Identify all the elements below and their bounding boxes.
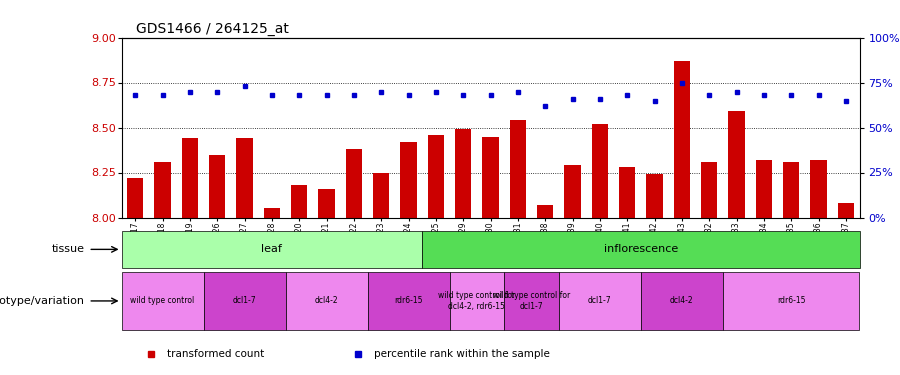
Bar <box>482 136 499 218</box>
Bar <box>728 111 744 218</box>
Bar <box>122 272 203 330</box>
Text: dcl4-2: dcl4-2 <box>670 296 694 305</box>
Bar <box>641 272 723 330</box>
Bar <box>400 142 417 218</box>
Text: leaf: leaf <box>261 244 283 254</box>
Bar <box>756 160 772 218</box>
Bar <box>346 149 362 217</box>
Text: wild type control for
dcl1-7: wild type control for dcl1-7 <box>493 291 570 310</box>
Bar <box>838 203 854 217</box>
Bar <box>449 272 504 330</box>
Bar <box>810 160 827 218</box>
Bar <box>203 272 285 330</box>
Bar <box>127 178 143 218</box>
Bar <box>559 272 641 330</box>
Text: genotype/variation: genotype/variation <box>0 296 85 306</box>
Bar <box>367 272 449 330</box>
Bar <box>701 162 717 218</box>
Text: tissue: tissue <box>51 244 85 254</box>
Bar <box>428 135 444 218</box>
Bar <box>783 162 799 218</box>
Bar <box>455 129 472 218</box>
Text: dcl1-7: dcl1-7 <box>588 296 612 305</box>
Text: wild type control for
dcl4-2, rdr6-15: wild type control for dcl4-2, rdr6-15 <box>438 291 516 310</box>
Bar <box>591 124 608 218</box>
Text: rdr6-15: rdr6-15 <box>394 296 423 305</box>
Bar <box>537 205 554 218</box>
Bar <box>509 120 526 218</box>
Bar <box>504 272 559 330</box>
Bar <box>154 162 171 218</box>
Text: rdr6-15: rdr6-15 <box>777 296 806 305</box>
Bar <box>122 231 422 268</box>
Text: wild type control: wild type control <box>130 296 194 305</box>
Bar <box>209 154 225 218</box>
Bar <box>264 209 280 218</box>
Bar <box>564 165 580 218</box>
Text: dcl4-2: dcl4-2 <box>315 296 338 305</box>
Text: dcl1-7: dcl1-7 <box>233 296 256 305</box>
Text: transformed count: transformed count <box>167 350 265 359</box>
Bar <box>673 61 690 217</box>
Text: GDS1466 / 264125_at: GDS1466 / 264125_at <box>136 22 289 36</box>
Text: percentile rank within the sample: percentile rank within the sample <box>374 350 550 359</box>
Text: inflorescence: inflorescence <box>604 244 678 254</box>
Bar <box>285 272 367 330</box>
Bar <box>237 138 253 218</box>
Bar <box>373 172 390 217</box>
Bar <box>422 231 860 268</box>
Bar <box>182 138 198 218</box>
Bar <box>319 189 335 218</box>
Bar <box>646 174 662 217</box>
Bar <box>291 185 308 218</box>
Bar <box>723 272 860 330</box>
Bar <box>619 167 635 217</box>
